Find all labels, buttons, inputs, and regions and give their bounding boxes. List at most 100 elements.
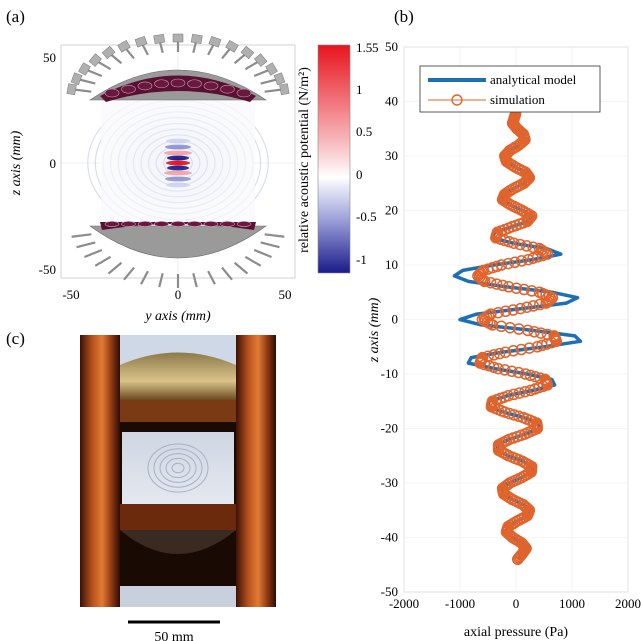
transducer-element xyxy=(220,221,235,227)
colorbar-tick-0: 0 xyxy=(356,167,363,182)
photo-ring xyxy=(153,448,203,488)
transducer-block xyxy=(66,83,77,96)
simulation-marker xyxy=(526,285,538,297)
transducer-element xyxy=(187,79,202,89)
photo-bottom-window xyxy=(120,586,236,607)
transducer-block xyxy=(172,33,184,43)
simulation-marker xyxy=(520,240,533,252)
legend-simulation-label: simulation xyxy=(490,92,545,107)
panel-a-xtick-neg50: -50 xyxy=(62,287,79,302)
transducer-element xyxy=(104,88,120,98)
photo-ring xyxy=(159,453,197,483)
transducer-rod xyxy=(244,255,262,267)
simulation-marker xyxy=(541,328,554,341)
simulation-marker xyxy=(502,390,514,402)
legend-box xyxy=(419,65,601,113)
panel-b-ytick: -40 xyxy=(381,530,398,545)
transducer-block xyxy=(265,62,278,76)
transducer-rod xyxy=(221,266,233,281)
photo-glass-chamber xyxy=(122,432,234,504)
simulation-marker xyxy=(490,278,503,290)
simulation-marker xyxy=(519,368,532,380)
simulation-marker xyxy=(515,343,528,356)
photo-bottom-cap xyxy=(120,530,236,554)
simulation-marker xyxy=(504,321,516,334)
transducer-rod xyxy=(260,241,280,249)
simulation-marker xyxy=(534,298,546,311)
simulation-marker xyxy=(502,257,514,270)
transducer-rod xyxy=(192,273,198,288)
colorbar-tick-extra: 5 xyxy=(372,40,379,55)
transducer-block xyxy=(279,83,290,96)
simulation-marker xyxy=(521,301,533,313)
transducer-element xyxy=(121,221,136,227)
panel-b-ytick: 10 xyxy=(385,257,398,272)
panel-a-ytick-neg50: -50 xyxy=(39,262,56,277)
simulation-marker xyxy=(518,545,530,557)
scale-bar-label: 50 mm xyxy=(154,630,193,641)
panel-b-ylabel: z axis (mm) xyxy=(367,297,382,363)
simulation-marker xyxy=(535,327,547,339)
panel-b-ytick: 50 xyxy=(385,39,398,54)
legend-simulation-marker xyxy=(451,94,463,106)
panel-b-xtick: 1000 xyxy=(559,596,585,611)
field-vignette xyxy=(101,100,255,224)
simulation-marker xyxy=(495,259,508,271)
acoustic-field xyxy=(87,94,269,232)
simulation-marker xyxy=(528,326,541,338)
simulation-marker xyxy=(502,146,515,158)
panel-b-ytick: -50 xyxy=(381,584,398,599)
panel-c: (c) 50 mm xyxy=(6,329,276,641)
panel-b-ytick: -20 xyxy=(381,421,398,436)
photo-bottom-coil xyxy=(120,504,236,530)
panel-b-ytick: -30 xyxy=(381,475,398,490)
transducer-rod xyxy=(76,241,96,249)
panel-a: (a) 50 0 -50 -50 0 50 y xyxy=(6,7,379,324)
transducer-rod xyxy=(107,261,123,275)
transducer-rod xyxy=(140,270,149,285)
simulation-marker xyxy=(548,330,560,342)
legend-analytical-label: analytical model xyxy=(490,72,577,87)
panel-b-ytick: 30 xyxy=(385,148,398,163)
colorbar-tick-1: 1 xyxy=(356,82,363,97)
panel-b-xtick: 0 xyxy=(513,596,520,611)
transducer-block xyxy=(240,45,255,60)
simulation-marker xyxy=(509,256,521,269)
simulation-series xyxy=(472,108,563,566)
transducer-block xyxy=(117,40,131,53)
simulation-marker xyxy=(513,387,526,399)
transducer-element xyxy=(203,81,219,91)
panel-c-label: (c) xyxy=(6,329,25,348)
colorbar-tick-neg0-5: -0.5 xyxy=(356,209,377,224)
photo-top-cap xyxy=(120,352,236,400)
simulation-marker xyxy=(507,304,519,316)
simulation-marker xyxy=(499,305,512,318)
simulation-marker xyxy=(527,300,540,312)
simulation-marker xyxy=(533,242,546,255)
transducer-element xyxy=(154,79,169,89)
transducer-element xyxy=(220,84,235,94)
transducer-rod xyxy=(158,273,164,288)
transducer-rod xyxy=(94,255,112,267)
transducer-block xyxy=(208,35,222,48)
simulation-marker xyxy=(518,283,530,296)
transducer-block xyxy=(273,72,286,86)
transducer-element xyxy=(121,84,136,94)
transducer-rod xyxy=(207,270,216,285)
colorbar-label: relative acoustic potential (N/m²) xyxy=(297,67,312,253)
panel-b-xlabel: axial pressure (Pa) xyxy=(464,625,569,640)
panel-b-ytick: -10 xyxy=(381,366,398,381)
simulation-marker xyxy=(514,238,526,251)
bottom-cap-shell xyxy=(89,225,267,259)
transducer-element xyxy=(187,221,202,227)
simulation-marker xyxy=(488,349,500,361)
simulation-marker xyxy=(507,345,520,357)
panel-b-label: (b) xyxy=(394,7,414,26)
photo-top-coil xyxy=(120,400,236,422)
simulation-marker xyxy=(492,306,504,319)
simulation-marker xyxy=(536,249,549,262)
transducer-block xyxy=(254,53,268,67)
simulation-marker xyxy=(499,346,512,358)
colorbar-tick-neg1: -1 xyxy=(356,252,367,267)
